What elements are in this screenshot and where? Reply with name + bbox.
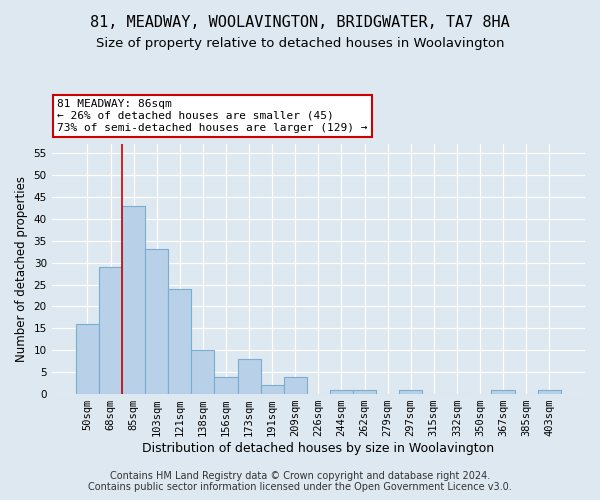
Bar xyxy=(122,206,145,394)
Bar xyxy=(214,376,238,394)
Text: 81, MEADWAY, WOOLAVINGTON, BRIDGWATER, TA7 8HA: 81, MEADWAY, WOOLAVINGTON, BRIDGWATER, T… xyxy=(90,15,510,30)
Bar xyxy=(145,250,168,394)
Text: Contains HM Land Registry data © Crown copyright and database right 2024.
Contai: Contains HM Land Registry data © Crown c… xyxy=(88,471,512,492)
Bar xyxy=(76,324,99,394)
Bar xyxy=(330,390,353,394)
Bar xyxy=(260,386,284,394)
Text: Size of property relative to detached houses in Woolavington: Size of property relative to detached ho… xyxy=(96,38,504,51)
Bar xyxy=(168,289,191,394)
Bar xyxy=(191,350,214,394)
X-axis label: Distribution of detached houses by size in Woolavington: Distribution of detached houses by size … xyxy=(142,442,494,455)
Text: 81 MEADWAY: 86sqm
← 26% of detached houses are smaller (45)
73% of semi-detached: 81 MEADWAY: 86sqm ← 26% of detached hous… xyxy=(57,100,367,132)
Bar xyxy=(538,390,561,394)
Bar xyxy=(353,390,376,394)
Bar xyxy=(399,390,422,394)
Bar xyxy=(491,390,515,394)
Bar xyxy=(99,267,122,394)
Bar xyxy=(284,376,307,394)
Bar xyxy=(238,359,260,394)
Y-axis label: Number of detached properties: Number of detached properties xyxy=(15,176,28,362)
